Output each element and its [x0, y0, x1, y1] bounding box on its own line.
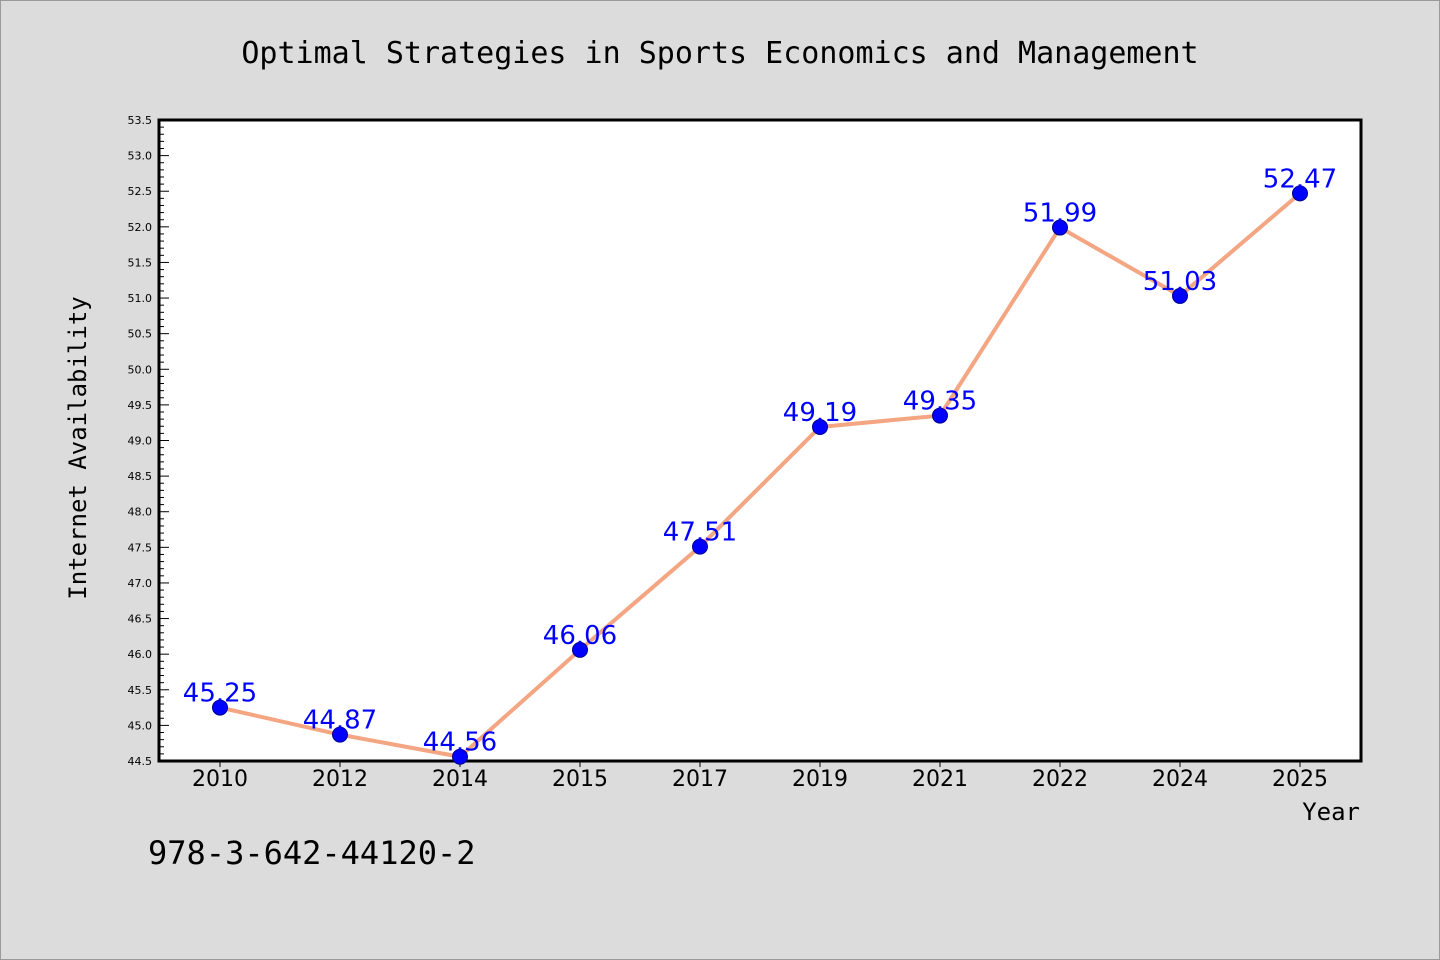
data-point: [332, 726, 348, 743]
data-markers: [212, 185, 1308, 765]
x-tick-label: 2010: [192, 767, 248, 792]
footer-text: 978-3-642-44120-2: [148, 834, 476, 872]
x-tick-label: 2017: [672, 767, 728, 792]
x-tick-label: 2015: [552, 767, 608, 792]
data-point: [1292, 185, 1308, 202]
x-tick-label: 2019: [792, 767, 848, 792]
y-tick-label: 47.5: [128, 541, 153, 554]
y-tick-label: 45.5: [128, 684, 153, 697]
data-label: 49.19: [783, 398, 857, 428]
x-axis-label: Year: [1302, 798, 1360, 826]
y-tick-label: 53.5: [128, 114, 153, 127]
y-tick-label: 48.0: [128, 506, 153, 519]
y-tick-label: 53.0: [128, 150, 153, 163]
y-axis: 44.5 45.0 45.5 46.0 46.5 47.0 47.5 48.0 48.5 49.0…: [128, 114, 169, 768]
x-tick-label: 2014: [432, 767, 488, 792]
x-axis: 2010 2012 2014 2015 2017 2019 2021 2022 2024 2025: [192, 761, 1328, 792]
data-label: 49.35: [903, 387, 977, 417]
data-label: 51.99: [1023, 199, 1097, 229]
data-label: 46.06: [543, 621, 617, 651]
y-tick-label: 46.0: [128, 648, 153, 661]
y-tick-label: 48.5: [128, 470, 153, 483]
y-tick-label: 52.5: [128, 185, 153, 198]
y-tick-label: 52.0: [128, 221, 153, 234]
y-tick-label: 44.5: [128, 755, 153, 768]
y-tick-label: 51.0: [128, 292, 153, 305]
x-tick-label: 2025: [1272, 767, 1328, 792]
data-point: [812, 418, 828, 435]
y-tick-label: 50.5: [128, 328, 153, 341]
data-label: 51.03: [1143, 267, 1217, 297]
data-labels: 45.25 44.87 44.56 46.06 47.51 49.19 49.35 51.99…: [183, 164, 1337, 757]
y-axis-label: Internet Availability: [64, 296, 92, 599]
y-tick-label: 50.0: [128, 363, 153, 376]
plot-area: [157, 118, 1363, 763]
y-tick-label: 45.0: [128, 719, 153, 732]
chart-title: Optimal Strategies in Sports Economics a…: [241, 36, 1198, 71]
data-point: [572, 641, 588, 658]
x-tick-label: 2022: [1032, 767, 1088, 792]
data-label: 44.56: [423, 728, 497, 758]
series-line: [219, 191, 1302, 759]
series-line-group: [219, 191, 1302, 759]
y-tick-label: 51.5: [128, 256, 153, 269]
x-tick-label: 2012: [312, 767, 368, 792]
data-label: 47.51: [663, 518, 737, 548]
data-label: 45.25: [183, 679, 257, 709]
data-label: 52.47: [1263, 164, 1337, 194]
y-tick-label: 46.5: [128, 613, 153, 626]
y-tick-label: 49.0: [128, 435, 153, 448]
data-point: [452, 748, 468, 765]
y-tick-label: 49.5: [128, 399, 153, 412]
x-tick-label: 2021: [912, 767, 968, 792]
data-point: [1052, 219, 1068, 236]
data-point: [932, 407, 948, 424]
data-point: [692, 538, 708, 555]
y-tick-label: 47.0: [128, 577, 153, 590]
x-tick-label: 2024: [1152, 767, 1208, 792]
data-label: 44.87: [303, 706, 377, 736]
data-point: [212, 699, 228, 716]
data-point: [1172, 287, 1188, 304]
